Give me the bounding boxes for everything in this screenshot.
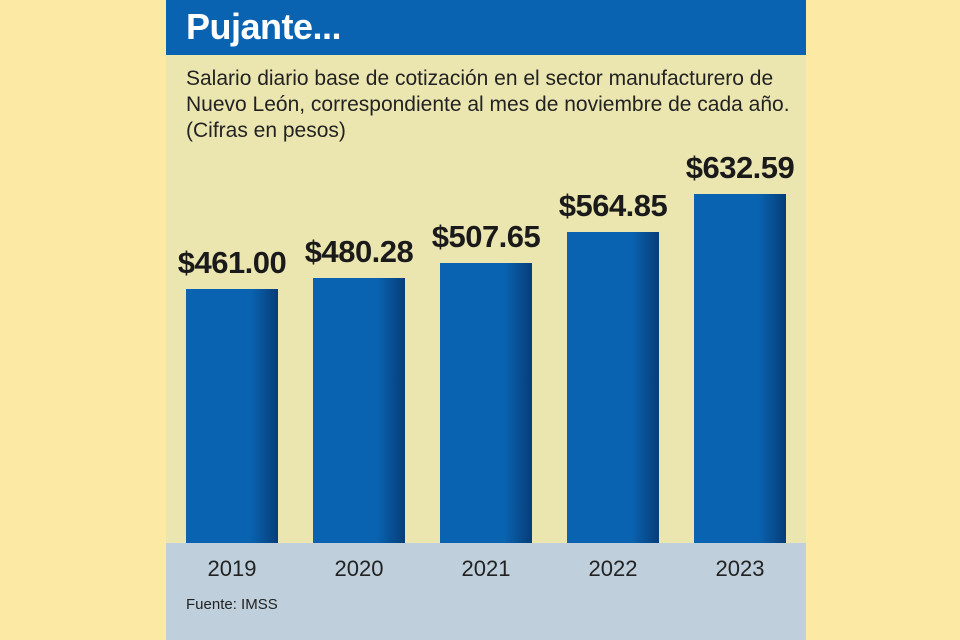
source-note: Fuente: IMSS — [186, 596, 278, 613]
bar-2020 — [313, 278, 405, 543]
chart-subtitle: Salario diario base de cotización en el … — [186, 67, 790, 142]
value-label: $507.65 — [431, 219, 541, 255]
value-label: $632.59 — [685, 150, 795, 186]
title-bar: Pujante... — [166, 0, 806, 55]
bar-2019 — [186, 288, 278, 543]
category-label: 2023 — [715, 556, 765, 581]
category-label: 2020 — [334, 556, 384, 581]
value-label: $564.85 — [558, 187, 668, 223]
value-label: $480.28 — [304, 234, 414, 270]
value-label: $461.00 — [177, 244, 287, 280]
category-label: 2021 — [461, 556, 511, 581]
axis-band — [166, 543, 806, 640]
chart-panel: Pujante... Salario diario base de cotiza… — [166, 0, 806, 640]
category-label: 2019 — [207, 556, 257, 581]
bar-2021 — [440, 263, 532, 543]
bar-2023 — [694, 194, 786, 543]
category-label: 2022 — [588, 556, 638, 581]
bar-2022 — [567, 231, 659, 543]
chart-title: Pujante... — [186, 6, 342, 47]
